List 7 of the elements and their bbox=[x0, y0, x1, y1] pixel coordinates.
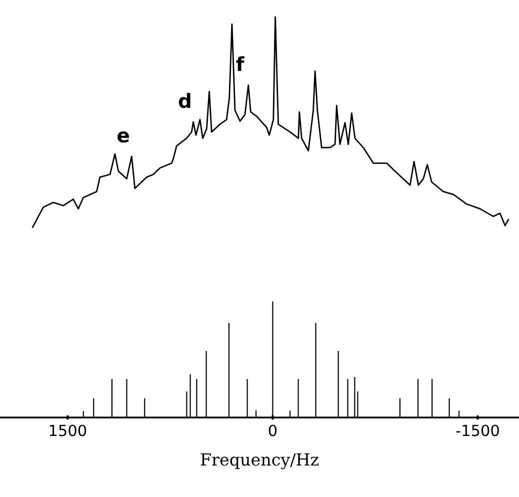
annotation: f bbox=[236, 56, 244, 71]
x-tick-label: -1500 bbox=[456, 424, 499, 436]
annotation: d bbox=[178, 93, 190, 108]
x-axis-title: Frequency/Hz bbox=[200, 453, 318, 470]
x-tick-label: 1500 bbox=[50, 424, 86, 436]
x-tick-label: 0 bbox=[268, 424, 277, 436]
annotation: e bbox=[118, 131, 129, 143]
